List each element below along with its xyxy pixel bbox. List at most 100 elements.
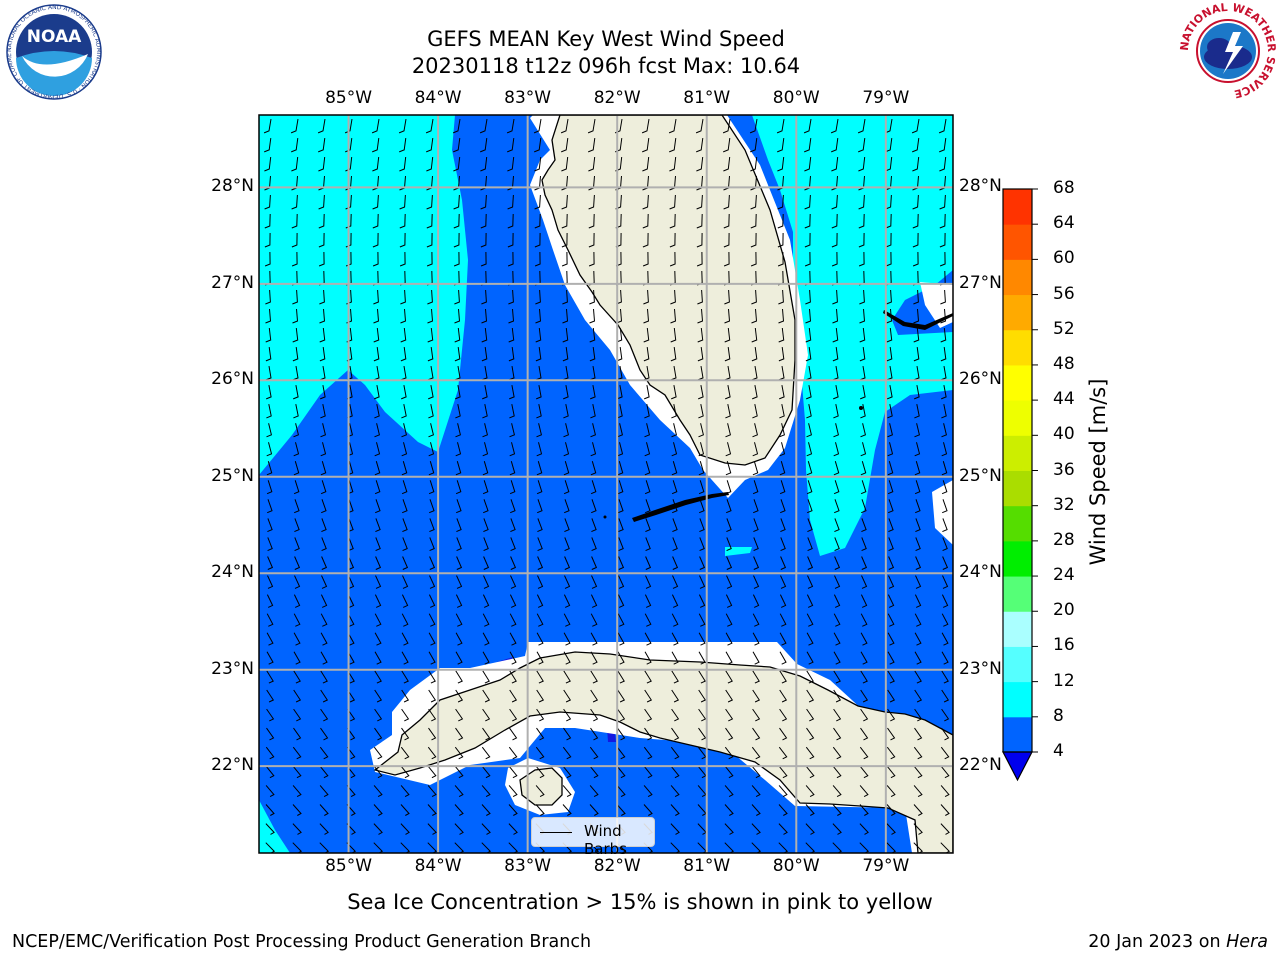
wind-barb — [644, 632, 652, 646]
wind-barb — [588, 156, 596, 172]
wind-barb — [535, 347, 542, 362]
wind-barb — [534, 194, 541, 210]
wind-barb — [699, 518, 705, 533]
wind-barb — [347, 708, 356, 722]
wind-barb — [696, 251, 703, 267]
wind-barb — [642, 156, 650, 172]
wind-barb — [860, 708, 869, 722]
wind-barb — [886, 746, 896, 760]
wind-barb — [266, 670, 274, 684]
wind-barb — [912, 138, 920, 153]
wind-barb — [319, 746, 329, 760]
wind-barb — [942, 518, 948, 533]
wind-barb — [509, 689, 518, 703]
wind-barb — [426, 251, 433, 267]
wind-barb — [912, 232, 919, 248]
wind-barb — [455, 651, 463, 665]
wind-barb — [806, 442, 813, 457]
wind-barb — [588, 138, 596, 153]
lon-label-top: 82°W — [593, 88, 641, 108]
wind-barb — [480, 156, 488, 172]
wind-barb — [723, 251, 730, 267]
wind-barb — [428, 385, 434, 400]
wind-barb — [399, 251, 406, 267]
wind-barb — [618, 556, 625, 570]
wind-barb — [725, 670, 733, 684]
wind-barb — [914, 480, 921, 495]
wind-barb — [264, 251, 271, 267]
wind-barb — [293, 670, 301, 684]
wind-barb — [643, 327, 650, 343]
wind-barb — [480, 138, 488, 153]
wind-barb — [427, 289, 433, 305]
wind-barb — [832, 289, 838, 305]
wind-barb — [914, 689, 923, 703]
wind-barb — [779, 613, 787, 627]
wind-barb — [779, 708, 788, 722]
wind-barb — [860, 727, 869, 741]
wind-barb — [319, 823, 329, 835]
wind-barb — [507, 194, 514, 210]
wind-barb — [590, 594, 598, 608]
wind-barb — [861, 575, 868, 589]
wind-barb — [697, 327, 704, 343]
wind-barb — [508, 804, 518, 816]
wind-barb — [778, 823, 788, 835]
wind-barb — [941, 651, 949, 665]
wind-barb — [427, 746, 437, 760]
wind-barb — [669, 232, 676, 248]
wind-barb — [320, 689, 329, 703]
wind-barb — [779, 385, 785, 400]
wind-barb — [860, 613, 868, 627]
wind-barb — [264, 213, 271, 229]
wind-barb — [780, 537, 786, 552]
wind-barb — [779, 480, 786, 495]
wind-barb — [644, 689, 653, 703]
wind-barb — [832, 366, 839, 381]
wind-barb — [617, 727, 626, 741]
wind-barb — [265, 823, 275, 835]
wind-barb — [454, 327, 461, 343]
wind-barb — [805, 746, 815, 760]
wind-barb — [861, 518, 867, 533]
wind-barb — [320, 651, 328, 665]
wind-barb — [401, 613, 409, 627]
wind-barb — [455, 632, 463, 646]
wind-barb — [455, 442, 462, 457]
wind-barb — [427, 308, 434, 324]
wind-barb — [751, 823, 761, 835]
wind-barb — [668, 119, 677, 134]
wind-barb — [589, 347, 596, 362]
wind-barb — [427, 347, 434, 362]
wind-barb — [617, 632, 625, 646]
wind-barb — [698, 423, 704, 438]
wind-barb — [751, 289, 757, 305]
colorbar-tick-label: 48 — [1053, 353, 1075, 374]
wind-barb — [266, 423, 272, 438]
wind-barb — [318, 213, 325, 229]
wind-barb — [348, 575, 355, 589]
wind-barb — [778, 746, 788, 760]
wind-barb — [401, 670, 409, 684]
wind-barb — [455, 727, 464, 741]
wind-barb — [345, 194, 352, 210]
wind-barb — [293, 689, 302, 703]
wind-barb — [509, 404, 515, 419]
wind-barb — [482, 442, 489, 457]
wind-barb — [940, 746, 950, 760]
wind-barb — [698, 670, 706, 684]
wind-barb — [777, 194, 784, 210]
wind-barb — [833, 727, 842, 741]
colorbar-band — [1003, 259, 1032, 296]
wind-barb — [588, 213, 595, 229]
colorbar-band — [1003, 189, 1032, 225]
wind-barb — [590, 727, 599, 741]
wind-barb — [723, 232, 730, 248]
colorbar-band — [1003, 400, 1032, 436]
wind-barb — [644, 461, 651, 476]
wind-barb — [778, 327, 785, 343]
wind-barb — [509, 727, 518, 741]
wind-barb — [480, 194, 487, 210]
wind-barb — [456, 556, 463, 570]
